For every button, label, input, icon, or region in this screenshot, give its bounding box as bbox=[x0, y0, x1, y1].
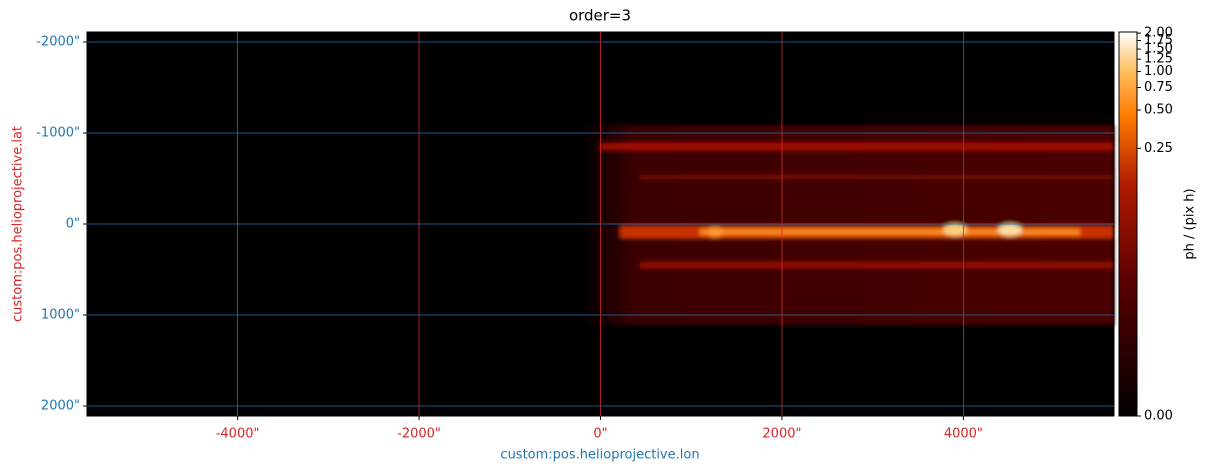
colorbar-label: ph / (pix h) bbox=[1183, 188, 1198, 259]
x-tick-label: -2000" bbox=[397, 427, 441, 442]
y-tick-label: -1000" bbox=[36, 126, 80, 141]
x-tick-label: 2000" bbox=[762, 427, 801, 442]
colorbar-tick-label: 0.00 bbox=[1144, 409, 1173, 424]
x-tick-label: 0" bbox=[593, 427, 607, 442]
x-axis-label: custom:pos.helioprojective.lon bbox=[500, 448, 699, 463]
colorbar-tick-label: 2.00 bbox=[1144, 26, 1173, 41]
x-tick-label: 4000" bbox=[944, 427, 983, 442]
colorbar bbox=[1118, 31, 1138, 417]
y-tick-label: 2000" bbox=[41, 398, 80, 413]
colorbar-tick-label: 1.25 bbox=[1144, 52, 1173, 67]
y-tick-label: 0" bbox=[66, 217, 80, 232]
colorbar-tick-label: 0.75 bbox=[1144, 80, 1173, 95]
colorbar-tick-label: 1.50 bbox=[1144, 42, 1173, 57]
colorbar-tick-label: 1.75 bbox=[1144, 33, 1173, 48]
chart-title: order=3 bbox=[569, 7, 631, 25]
colorbar-tick-label: 0.50 bbox=[1144, 102, 1173, 117]
colorbar-tick-label: 0.25 bbox=[1144, 141, 1173, 156]
y-tick-label: -2000" bbox=[36, 35, 80, 50]
colorbar-tick-label: 1.00 bbox=[1144, 64, 1173, 79]
y-tick-label: 1000" bbox=[41, 307, 80, 322]
image-content bbox=[580, 125, 1114, 325]
x-tick-label: -4000" bbox=[216, 427, 260, 442]
y-axis-label: custom:pos.helioprojective.lat bbox=[11, 126, 26, 322]
